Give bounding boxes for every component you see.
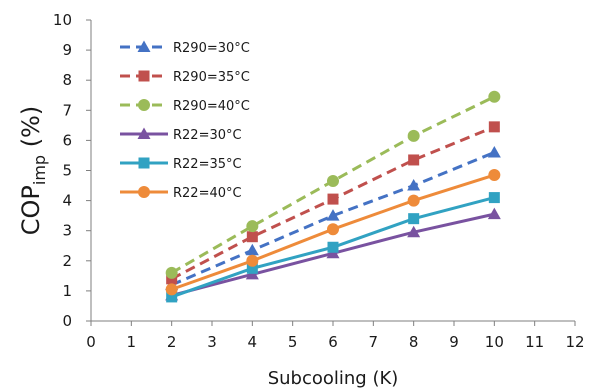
x-tick-label: 7: [369, 333, 379, 351]
data-point: [488, 169, 501, 182]
x-axis-ticks: 0 1 2 3 4 5 6 7 8 9 10 11 12: [86, 321, 585, 351]
series: [165, 90, 501, 279]
data-point: [246, 231, 258, 243]
data-point: [246, 254, 259, 267]
series: [165, 169, 501, 296]
legend-marker: [138, 99, 150, 111]
x-tick-label: 9: [449, 333, 459, 351]
data-point: [407, 179, 421, 191]
y-tick-label: 10: [53, 11, 72, 29]
x-tick-label: 0: [86, 333, 96, 351]
data-point: [407, 129, 420, 142]
data-point: [327, 223, 339, 236]
data-point: [488, 192, 500, 204]
data-point: [327, 241, 339, 253]
data-point: [407, 194, 420, 207]
legend-item: R22=40°C: [120, 186, 242, 201]
x-tick-label: 6: [328, 333, 338, 351]
data-point: [327, 193, 339, 205]
legend-item: R290=30°C: [120, 40, 250, 56]
legend-marker: [138, 186, 150, 198]
x-tick-label: 12: [565, 333, 584, 351]
series: [165, 207, 501, 301]
data-point: [166, 273, 178, 285]
legend-label: R22=30°C: [173, 128, 242, 143]
x-tick-label: 3: [207, 333, 217, 351]
y-axis-title-main: COP: [17, 185, 45, 235]
y-tick-label: 9: [62, 41, 72, 59]
legend-marker: [138, 70, 150, 82]
legend-item: R290=35°C: [120, 70, 250, 85]
data-point: [487, 207, 501, 220]
legend-item: R290=40°C: [120, 99, 250, 114]
y-tick-label: 1: [62, 282, 72, 300]
series-layer: [165, 90, 501, 303]
y-tick-label: 8: [62, 71, 72, 89]
legend-item: R22=30°C: [120, 127, 242, 143]
x-tick-label: 11: [525, 333, 544, 351]
data-point: [488, 90, 501, 103]
x-tick-label: 8: [409, 333, 419, 351]
y-tick-label: 2: [62, 252, 72, 270]
legend-label: R22=35°C: [173, 157, 242, 172]
data-point: [408, 213, 420, 225]
data-point: [245, 243, 259, 256]
y-tick-label: 0: [62, 312, 72, 330]
legend-marker: [137, 127, 151, 139]
data-point: [407, 225, 421, 238]
series: [166, 192, 500, 303]
x-tick-label: 1: [127, 333, 137, 351]
y-axis-title-suffix: (%): [17, 106, 45, 155]
data-point: [326, 209, 340, 221]
x-tick-label: 4: [248, 333, 258, 351]
y-tick-label: 4: [62, 192, 72, 210]
y-tick-label: 7: [62, 101, 72, 119]
x-tick-label: 10: [485, 333, 504, 351]
data-point: [327, 175, 339, 188]
legend-label: R290=30°C: [173, 41, 250, 56]
data-point: [487, 145, 501, 158]
data-point: [246, 262, 258, 274]
axes: [90, 20, 575, 322]
y-axis-title-subscript: imp: [30, 155, 49, 185]
data-point: [488, 121, 500, 133]
legend-item: R22=35°C: [120, 157, 242, 172]
data-point: [166, 291, 178, 303]
series: [166, 121, 500, 285]
x-axis-title: Subcooling (K): [268, 368, 399, 389]
y-tick-label: 6: [62, 131, 72, 149]
legend: R290=30°C R290=35°C R290=40°C R22=30°C R22=3…: [120, 40, 250, 201]
y-axis-title: COPimp (%): [17, 106, 49, 235]
y-tick-label: 3: [62, 222, 72, 240]
data-point: [246, 220, 259, 233]
series-line: [171, 151, 495, 287]
data-point: [165, 283, 178, 296]
x-tick-label: 5: [288, 333, 298, 351]
legend-label: R22=40°C: [173, 186, 242, 201]
y-tick-label: 5: [62, 162, 72, 180]
legend-marker: [138, 157, 150, 169]
x-tick-label: 2: [167, 333, 177, 351]
y-axis-ticks: 0 1 2 3 4 5 6 7 8 9 10: [53, 11, 91, 330]
data-point: [165, 266, 178, 279]
legend-marker: [137, 40, 151, 52]
data-point: [408, 154, 420, 166]
legend-label: R290=40°C: [173, 99, 250, 114]
legend-label: R290=35°C: [173, 70, 250, 85]
